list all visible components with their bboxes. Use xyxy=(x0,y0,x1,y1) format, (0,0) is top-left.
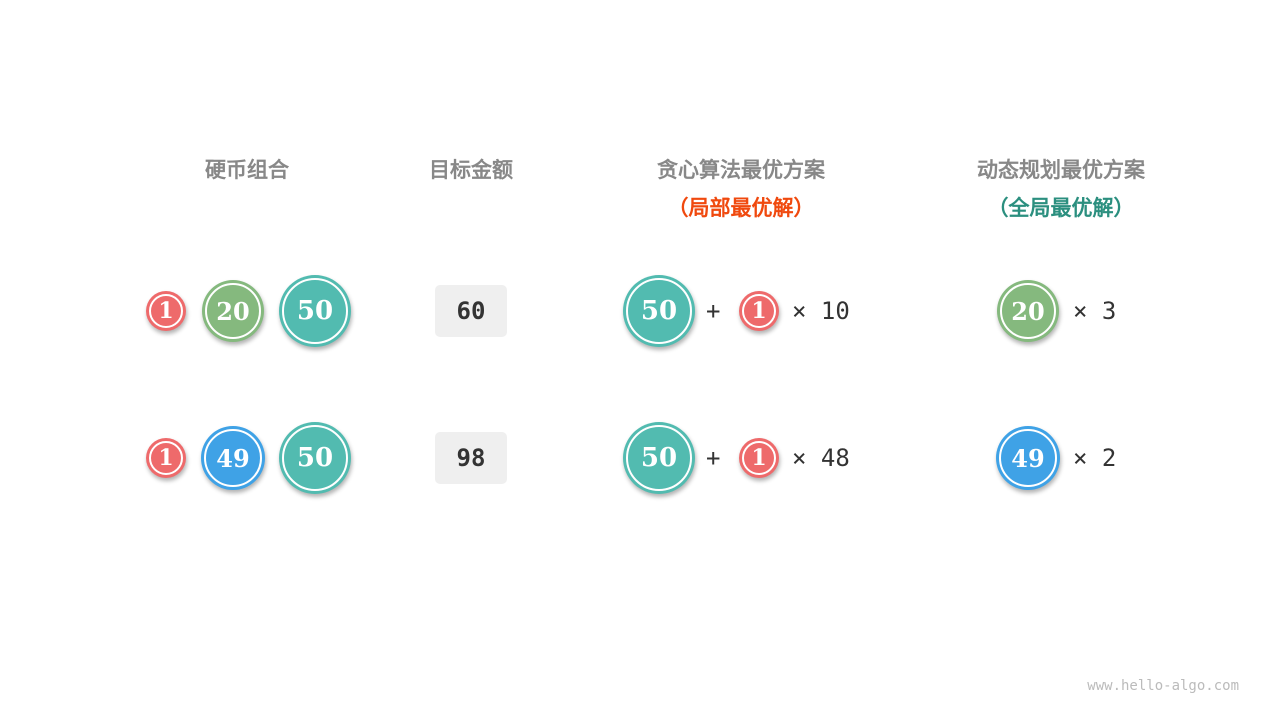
header-target: 目标金额 xyxy=(429,158,513,182)
coin-50: 50 xyxy=(279,422,351,494)
header-dp: 动态规划最优方案 （全局最优解） xyxy=(977,151,1145,227)
greedy-multiplier: × 48 xyxy=(792,444,850,472)
coin-value: 20 xyxy=(216,296,250,326)
coin-value: 49 xyxy=(1011,443,1045,473)
coin-value: 50 xyxy=(640,443,678,473)
greedy-multiplier: × 10 xyxy=(792,297,850,325)
coin-1: 1 xyxy=(146,438,186,478)
coin-50: 50 xyxy=(623,422,695,494)
header-greedy-note: （局部最优解） xyxy=(667,196,815,220)
coin-1: 1 xyxy=(146,291,186,331)
coin-value: 1 xyxy=(751,445,767,471)
coin-value: 1 xyxy=(158,445,174,471)
coin-value: 49 xyxy=(216,443,250,473)
header-dp-title: 动态规划最优方案 xyxy=(977,158,1145,182)
coin-49: 49 xyxy=(201,426,265,490)
dp-multiplier: × 2 xyxy=(1073,444,1117,472)
coin-value: 50 xyxy=(296,443,334,473)
coin-value: 1 xyxy=(158,298,174,324)
plus-sign: + xyxy=(706,297,721,325)
header-greedy-title: 贪心算法最优方案 xyxy=(657,158,825,182)
header-dp-note: （全局最优解） xyxy=(987,196,1135,220)
target-amount: 60 xyxy=(435,285,507,337)
header-coins: 硬币组合 xyxy=(205,158,289,182)
coin-1: 1 xyxy=(739,291,779,331)
plus-sign: + xyxy=(706,444,721,472)
header-greedy: 贪心算法最优方案 （局部最优解） xyxy=(657,151,825,227)
coin-value: 50 xyxy=(296,296,334,326)
coin-50: 50 xyxy=(623,275,695,347)
coin-value: 20 xyxy=(1011,296,1045,326)
coin-value: 1 xyxy=(751,298,767,324)
coin-20: 20 xyxy=(997,280,1059,342)
target-amount: 98 xyxy=(435,432,507,484)
coin-50: 50 xyxy=(279,275,351,347)
dp-multiplier: × 3 xyxy=(1073,297,1117,325)
footer-url: www.hello-algo.com xyxy=(1087,678,1239,694)
coin-20: 20 xyxy=(202,280,264,342)
coin-49: 49 xyxy=(996,426,1060,490)
coin-value: 50 xyxy=(640,296,678,326)
coin-1: 1 xyxy=(739,438,779,478)
